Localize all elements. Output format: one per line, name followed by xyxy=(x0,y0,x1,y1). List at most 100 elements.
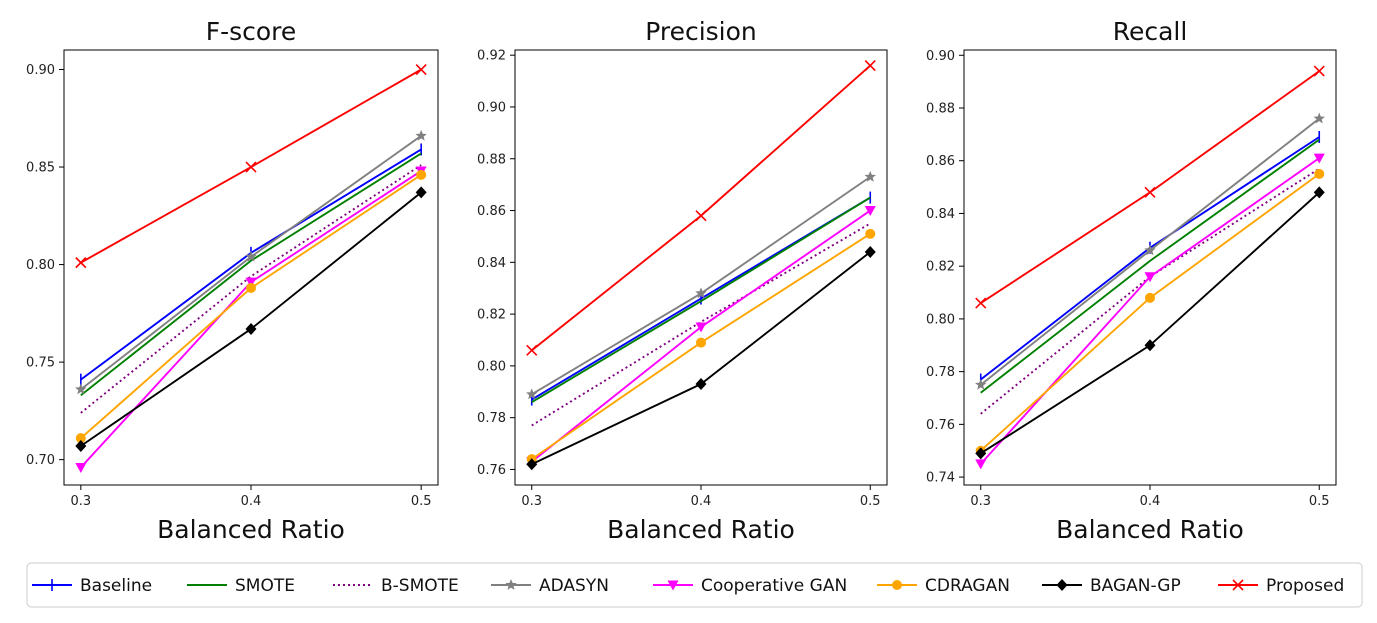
precision-series-adasyn xyxy=(526,170,876,400)
precision-series-b-smote-line xyxy=(531,222,871,427)
precision-series-proposed xyxy=(526,59,876,356)
f-score-series-bagan-gp xyxy=(75,186,427,452)
legend-label: BAGAN-GP xyxy=(1090,576,1181,596)
legend-entry-bagan-gp: BAGAN-GP xyxy=(1042,576,1181,596)
recall-series-proposed-marker xyxy=(975,297,987,309)
f-score-x-tick-label: 0.5 xyxy=(411,494,432,509)
recall-y-tick-label: 0.86 xyxy=(926,154,955,169)
f-score-y-tick-label: 0.90 xyxy=(26,63,55,78)
precision-series-baseline xyxy=(530,191,872,406)
precision-x-tick-label: 0.5 xyxy=(860,494,881,509)
precision-series-cdragan-marker xyxy=(865,228,876,239)
precision-series-adasyn-marker xyxy=(526,388,538,400)
recall-series-proposed-marker xyxy=(1144,186,1156,198)
legend-marker xyxy=(667,580,679,591)
precision-series-cooperative-gan-marker xyxy=(864,206,876,217)
legend-entry-b-smote: B-SMOTE xyxy=(333,576,459,596)
recall-series-cooperative-gan xyxy=(975,153,1325,470)
f-score-series-bagan-gp-marker xyxy=(245,322,257,335)
precision-series-proposed-marker xyxy=(864,59,876,72)
legend-entry-adasyn: ADASYN xyxy=(491,576,609,596)
recall-series-cdragan-line xyxy=(980,173,1320,452)
precision-y-tick-label: 0.78 xyxy=(477,411,506,426)
f-score-series-cdragan-marker xyxy=(416,169,427,180)
f-score-series-cooperative-gan-marker xyxy=(75,462,87,473)
recall-series-smote-line xyxy=(980,138,1320,394)
recall-series-cooperative-gan-line xyxy=(980,157,1320,465)
f-score-series-smote-line xyxy=(80,152,422,397)
precision-panel: Precision 0.76 0.78 0.80 0.82 0.84 0.86 0.88 0.9… xyxy=(477,17,888,544)
f-score-series-proposed-marker xyxy=(75,257,87,269)
recall-series-cooperative-gan-marker xyxy=(1313,153,1325,164)
recall-x-tick-label: 0.4 xyxy=(1140,494,1161,509)
legend-frame xyxy=(26,562,1363,608)
f-score-series-proposed xyxy=(75,63,427,269)
legend-marker xyxy=(505,579,517,590)
f-score-series-baseline-line xyxy=(80,148,422,381)
recall-x-axis-label: Balanced Ratio xyxy=(1056,515,1244,544)
precision-axes-frame xyxy=(514,49,888,486)
precision-y-tick-label: 0.90 xyxy=(477,100,506,115)
precision-series-cooperative-gan xyxy=(526,206,876,468)
legend-label: CDRAGAN xyxy=(925,576,1010,596)
precision-series-proposed-marker xyxy=(526,344,538,356)
precision-y-tick-label: 0.76 xyxy=(477,463,506,478)
precision-series-smote-line xyxy=(531,196,871,403)
precision-series-bagan-gp xyxy=(526,245,876,471)
recall-series-adasyn-marker xyxy=(1313,112,1325,124)
f-score-x-axis-label: Balanced Ratio xyxy=(157,515,345,544)
recall-series-b-smote xyxy=(980,167,1320,415)
legend-label: Proposed xyxy=(1266,576,1344,596)
f-score-series-adasyn-marker xyxy=(415,129,427,141)
f-score-series-cooperative-gan xyxy=(75,166,427,473)
recall-series-cooperative-gan-marker xyxy=(1144,272,1156,283)
f-score-y-tick-label: 0.75 xyxy=(26,356,55,371)
precision-series-cdragan xyxy=(526,228,876,465)
recall-series-proposed-line xyxy=(980,70,1320,304)
f-score-x-tick-label: 0.4 xyxy=(241,494,262,509)
precision-series-smote xyxy=(531,196,871,403)
legend-entry-cdragan: CDRAGAN xyxy=(877,576,1010,596)
precision-series-b-smote xyxy=(531,222,871,427)
precision-y-tick-label: 0.92 xyxy=(477,49,506,64)
f-score-series-bagan-gp-marker xyxy=(415,186,427,199)
f-score-series-cdragan-marker xyxy=(246,282,256,293)
f-score-series-adasyn-marker xyxy=(245,250,257,262)
precision-y-tick-label: 0.82 xyxy=(477,308,506,323)
precision-x-tick-label: 0.3 xyxy=(521,494,542,509)
legend-label: Cooperative GAN xyxy=(701,576,847,596)
f-score-series-adasyn-line xyxy=(80,135,422,391)
f-score-series-proposed-marker xyxy=(415,63,427,76)
recall-y-tick-label: 0.84 xyxy=(926,207,955,222)
precision-series-adasyn-marker xyxy=(864,170,876,182)
recall-y-tick-label: 0.76 xyxy=(926,418,955,433)
legend-label: SMOTE xyxy=(235,576,295,596)
f-score-series-adasyn-marker xyxy=(75,383,87,395)
recall-series-proposed-marker xyxy=(1313,65,1325,77)
recall-series-bagan-gp-marker xyxy=(975,447,987,460)
precision-y-tick-label: 0.86 xyxy=(477,204,506,219)
recall-series-proposed xyxy=(975,65,1325,309)
recall-y-tick-label: 0.88 xyxy=(926,102,955,117)
f-score-series-proposed-marker xyxy=(245,161,257,173)
recall-y-tick-label: 0.82 xyxy=(926,260,955,275)
precision-series-proposed-line xyxy=(531,64,871,352)
legend-entry-proposed: Proposed xyxy=(1218,576,1344,596)
recall-series-b-smote-line xyxy=(980,167,1320,415)
f-score-series-cdragan-marker xyxy=(75,433,86,444)
f-score-x-tick-label: 0.3 xyxy=(70,494,91,509)
f-score-series-adasyn xyxy=(75,129,427,395)
legend: Baseline SMOTE B-SMOTE ADASYN Cooperative GA… xyxy=(26,562,1363,608)
recall-series-cdragan-marker xyxy=(1314,168,1325,179)
recall-series-bagan-gp-line xyxy=(980,191,1320,455)
precision-series-bagan-gp-line xyxy=(531,251,871,466)
legend-marker xyxy=(1056,579,1068,591)
f-score-series-cdragan-line xyxy=(80,174,422,439)
precision-series-bagan-gp-marker xyxy=(864,245,876,258)
f-score-series-bagan-gp-marker xyxy=(75,439,87,452)
precision-title: Precision xyxy=(645,17,757,46)
recall-y-tick-label: 0.78 xyxy=(926,365,955,380)
precision-series-adasyn-marker xyxy=(695,287,707,299)
precision-x-tick-label: 0.4 xyxy=(691,494,712,509)
